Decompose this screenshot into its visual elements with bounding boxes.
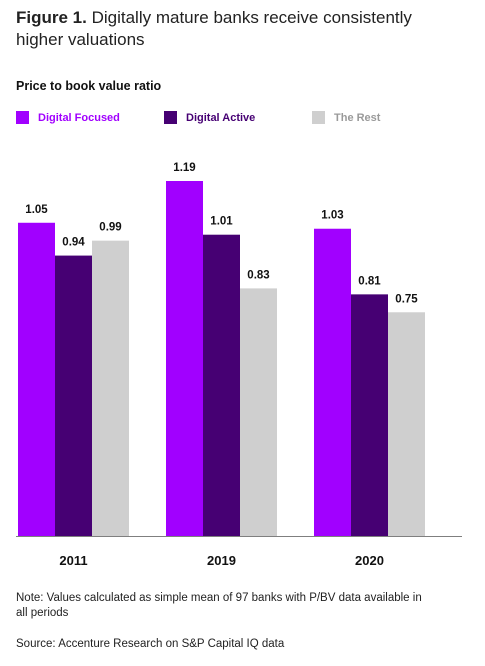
chart-title: Price to book value ratio <box>16 79 162 93</box>
bar-digital-active-2011 <box>55 255 92 536</box>
chart-source: Source: Accenture Research on S&P Capita… <box>16 638 285 650</box>
bar-the-rest-2011 <box>92 240 129 536</box>
bar-digital-focused-2011 <box>18 222 55 536</box>
bar-digital-focused-2019 <box>166 181 203 536</box>
figure-title: Figure 1. Digitally mature banks receive… <box>16 7 456 51</box>
data-label-digital-active-2011: 0.94 <box>62 237 85 249</box>
legend-swatch-the-rest <box>312 111 325 124</box>
data-label-digital-active-2019: 1.01 <box>210 216 233 228</box>
x-tick-label-2019: 2019 <box>207 553 236 568</box>
x-tick-label-2020: 2020 <box>355 553 384 568</box>
bar-the-rest-2020 <box>388 312 425 536</box>
legend-label-digital-focused: Digital Focused <box>38 111 120 124</box>
legend-swatch-digital-active <box>164 111 177 124</box>
bar-digital-active-2020 <box>351 294 388 536</box>
legend-label-digital-active: Digital Active <box>186 111 256 124</box>
bar-the-rest-2019 <box>240 288 277 536</box>
legend-item-the-rest: The Rest <box>312 111 380 124</box>
legend-label-the-rest: The Rest <box>334 111 381 124</box>
title-line-2: higher valuations <box>16 30 145 49</box>
legend-item-digital-focused: Digital Focused <box>16 111 120 124</box>
data-label-digital-active-2020: 0.81 <box>358 275 381 287</box>
x-tick-label-2011: 2011 <box>59 553 87 568</box>
data-label-the-rest-2011: 0.99 <box>99 222 121 234</box>
legend-item-digital-active: Digital Active <box>164 111 255 124</box>
figure-label: Figure 1. <box>16 8 87 27</box>
data-label-the-rest-2020: 0.75 <box>395 293 418 305</box>
data-label-digital-focused-2020: 1.03 <box>321 210 343 222</box>
chart-note: Note: Values calculated as simple mean o… <box>16 592 422 619</box>
title-line-1: Digitally mature banks receive consisten… <box>91 8 412 27</box>
bar-digital-active-2019 <box>203 234 240 536</box>
data-label-the-rest-2019: 0.83 <box>247 269 269 281</box>
legend-swatch-digital-focused <box>16 111 29 124</box>
data-label-digital-focused-2019: 1.19 <box>173 162 195 174</box>
chart-legend: Digital Focused Digital Active The Rest <box>16 111 476 127</box>
bar-chart: 1.05 0.94 0.99 2011 1.19 1.01 0.83 2019 1.03 0.81… <box>16 162 462 568</box>
data-label-digital-focused-2011: 1.05 <box>25 204 48 216</box>
bar-digital-focused-2020 <box>314 228 351 537</box>
